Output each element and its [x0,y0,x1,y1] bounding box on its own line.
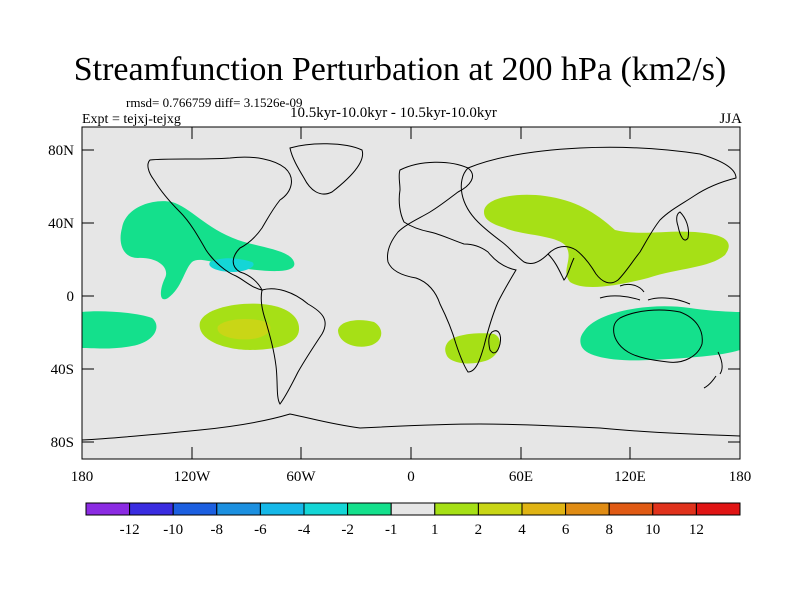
colorbar-label: -1 [385,522,398,538]
colorbar-swatch [390,502,436,516]
coastline-asia [460,146,737,284]
colorbar-label: -12 [120,522,140,538]
anomaly-neg-caribbean-core [209,258,254,272]
latitude-axis: 80N 40N 0 40S 80S [48,143,740,451]
coastline-antarctica [82,413,740,441]
colorbar-swatch [565,502,610,516]
lon-label: 60E [509,469,533,485]
lon-label: 120E [614,469,646,485]
colorbar-label: -6 [254,522,267,538]
coastline-india [547,253,575,281]
coastline-australia [613,309,703,363]
period-label: 10.5kyr-10.0kyr - 10.5kyr-10.0kyr [290,105,497,121]
lat-label: 80S [51,435,74,451]
coastline-indonesia [599,283,691,305]
colorbar-label: 1 [431,522,439,538]
coastline-europe-africa [387,161,517,373]
coastline-japan [676,211,689,241]
colorbar-swatch [85,502,131,516]
colorbar-swatch [303,502,349,516]
colorbar-swatch [172,502,218,516]
colorbar-label: -10 [163,522,183,538]
anomaly-neg-south-pacific-west [82,311,157,349]
coastline-north-america [147,156,292,291]
colorbar-swatch [347,502,392,516]
lat-label: 0 [67,289,75,305]
lat-label: 40N [48,216,74,232]
longitude-axis: 180 120W 60W 0 60E 120E 180 [71,127,752,485]
colorbar-swatch [695,502,741,516]
colorbar-swatch [129,502,174,516]
map-title: Streamfunction Perturbation at 200 hPa (… [73,51,727,88]
colorbar-swatch [521,502,567,516]
colorbar-swatch [434,502,479,516]
lon-label: 180 [71,469,94,485]
anomaly-pos-south-america-core [217,318,271,340]
lon-label: 0 [407,469,415,485]
anomaly-pos-south-africa [445,333,500,364]
colorbar-label: 6 [562,522,570,538]
colorbar-swatch [477,502,523,516]
colorbar-label: 2 [475,522,483,538]
lat-label: 80N [48,143,74,159]
stats-label: rmsd= 0.766759 diff= 3.1526e-09 [126,95,303,110]
lon-label: 60W [286,469,316,485]
coastline-madagascar [488,330,501,354]
map-plot-area [82,127,740,459]
colorbar-label: 8 [605,522,613,538]
colorbar-label: 10 [645,522,660,538]
colorbar-label: 4 [518,522,526,538]
anomaly-pos-eurasia [484,194,729,287]
colorbar: -12 -10 -8 -6 -4 -2 -1 1 2 4 6 8 10 12 [85,502,741,538]
lon-label: 180 [729,469,752,485]
coastline-south-america [260,288,326,405]
coastlines [82,143,740,441]
anomaly-neg-northeast-pacific [120,201,295,300]
lon-label: 120W [174,469,212,485]
experiment-label: Expt = tejxj-tejxg [82,112,181,127]
coastline-greenland [289,143,364,195]
lat-label: 40S [51,362,74,378]
colorbar-swatch [216,502,261,516]
coastline-new-zealand [703,351,723,389]
colorbar-swatch [259,502,305,516]
colorbar-label: -4 [298,522,311,538]
colorbar-label: 12 [689,522,704,538]
colorbar-label: -8 [211,522,224,538]
anomaly-neg-australia [580,306,740,361]
season-label: JJA [719,111,742,127]
anomaly-pos-south-atlantic [338,320,382,347]
colorbar-swatch [652,502,697,516]
colorbar-label: -2 [341,522,354,538]
colorbar-swatch [608,502,654,516]
